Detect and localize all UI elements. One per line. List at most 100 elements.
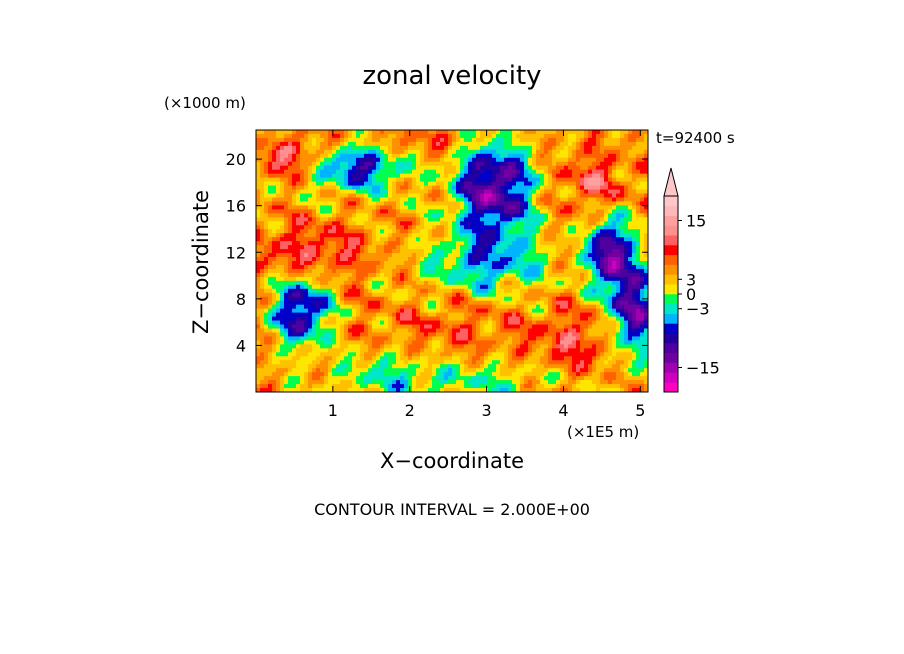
field-cell — [408, 264, 413, 270]
field-cell — [276, 288, 281, 294]
field-cell — [328, 300, 333, 306]
field-cell — [588, 268, 593, 274]
field-cell — [356, 268, 361, 274]
field-cell — [584, 257, 589, 262]
field-cell — [612, 181, 617, 186]
field-cell — [628, 181, 633, 186]
field-cell — [612, 233, 617, 238]
field-cell — [296, 268, 301, 274]
field-cell — [468, 229, 473, 234]
field-cell — [644, 264, 648, 270]
field-cell — [608, 137, 613, 143]
field-cell — [272, 133, 277, 139]
field-cell — [640, 272, 645, 278]
field-cell — [540, 233, 545, 238]
field-cell — [492, 276, 497, 282]
field-cell — [556, 268, 561, 274]
field-cell — [332, 316, 337, 321]
field-cell — [284, 264, 289, 270]
field-cell — [440, 304, 445, 310]
field-cell — [388, 193, 393, 198]
field-cell — [528, 221, 533, 226]
field-cell — [632, 130, 637, 135]
field-cell — [288, 304, 293, 310]
field-cell — [616, 221, 621, 226]
field-cell — [300, 193, 305, 198]
field-cell — [340, 288, 345, 294]
field-cell — [404, 177, 409, 183]
field-cell — [480, 241, 485, 246]
field-cell — [376, 201, 381, 206]
field-cell — [456, 185, 461, 190]
field-cell — [484, 145, 489, 151]
field-cell — [352, 284, 357, 290]
field-cell — [576, 201, 581, 206]
field-cell — [548, 161, 553, 167]
field-cell — [416, 288, 421, 294]
field-cell — [484, 133, 489, 139]
field-cell — [636, 324, 641, 329]
field-cell — [564, 149, 569, 155]
field-cell — [280, 292, 285, 298]
field-cell — [360, 197, 365, 202]
field-cell — [328, 245, 333, 250]
field-cell — [444, 245, 449, 250]
field-cell — [360, 189, 365, 194]
field-cell — [304, 229, 309, 234]
field-cell — [336, 261, 341, 266]
field-cell — [480, 181, 485, 186]
field-cell — [572, 304, 577, 310]
field-cell — [324, 288, 329, 294]
field-cell — [424, 197, 429, 202]
field-cell — [524, 229, 529, 234]
field-cell — [616, 197, 621, 202]
field-cell — [560, 153, 565, 159]
field-cell — [552, 288, 557, 294]
field-cell — [412, 157, 417, 163]
field-cell — [624, 133, 629, 139]
field-cell — [440, 284, 445, 290]
field-cell — [340, 153, 345, 159]
field-cell — [512, 161, 517, 167]
field-cell — [264, 157, 269, 163]
field-cell — [560, 328, 565, 333]
field-cell — [440, 245, 445, 250]
field-cell — [400, 225, 405, 230]
field-cell — [352, 221, 357, 226]
field-cell — [552, 173, 557, 179]
field-cell — [584, 137, 589, 143]
field-cell — [504, 169, 509, 175]
field-cell — [380, 169, 385, 175]
field-cell — [288, 312, 293, 317]
field-cell — [452, 209, 457, 214]
field-cell — [608, 316, 613, 321]
field-cell — [568, 177, 573, 183]
field-cell — [512, 284, 517, 290]
field-cell — [512, 312, 517, 317]
field-cell — [628, 272, 633, 278]
field-cell — [400, 276, 405, 282]
field-cell — [360, 157, 365, 163]
field-cell — [360, 213, 365, 218]
field-cell — [576, 145, 581, 151]
field-cell — [492, 169, 497, 175]
field-cell — [592, 264, 597, 270]
field-cell — [536, 169, 541, 175]
field-cell — [508, 221, 513, 226]
field-cell — [268, 257, 273, 262]
field-cell — [476, 253, 481, 258]
field-cell — [324, 181, 329, 186]
field-cell — [292, 185, 297, 190]
field-cell — [264, 137, 269, 143]
field-cell — [608, 300, 613, 306]
field-cell — [328, 161, 333, 167]
field-cell — [396, 261, 401, 266]
field-cell — [640, 189, 645, 194]
field-cell — [504, 253, 509, 258]
field-cell — [388, 181, 393, 186]
field-cell — [424, 304, 429, 310]
field-cell — [288, 201, 293, 206]
field-cell — [448, 264, 453, 270]
field-cell — [612, 237, 617, 242]
field-cell — [576, 261, 581, 266]
